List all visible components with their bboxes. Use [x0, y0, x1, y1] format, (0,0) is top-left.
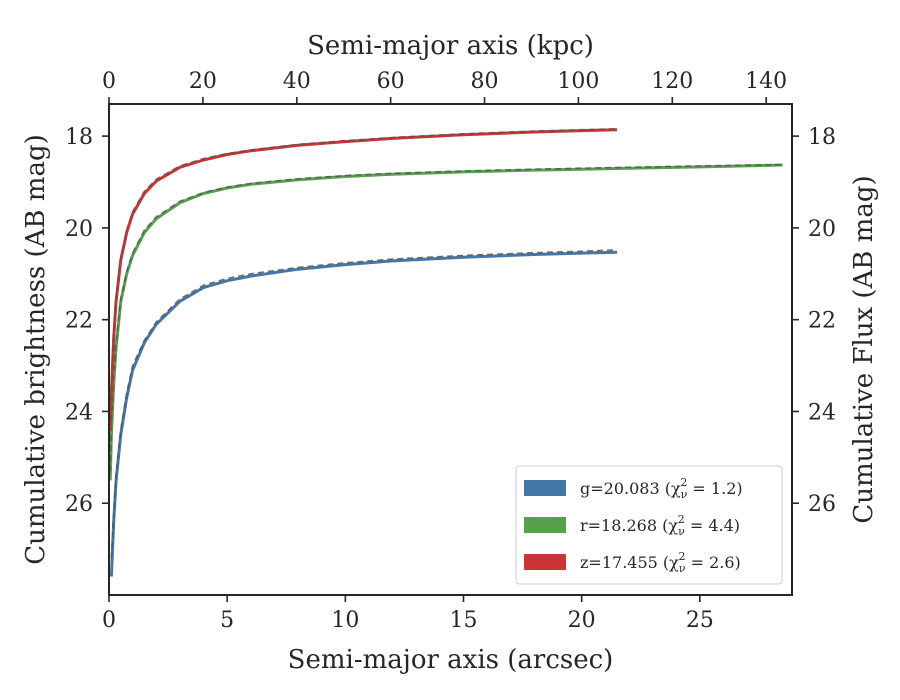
y2-tick-label: 20 [808, 217, 836, 242]
x-tick-label: 20 [568, 608, 596, 633]
x2-tick-label: 120 [651, 69, 693, 94]
series-r-line [108, 163, 783, 481]
legend-swatch [524, 554, 566, 570]
series-layer [108, 128, 783, 577]
x2-axis-label: Semi-major axis (kpc) [307, 31, 594, 61]
y-tick-label: 18 [65, 125, 93, 150]
legend: g=20.083 (χν2 = 1.2) r=18.268 (χν2 = 4.4)… [515, 465, 783, 585]
x-tick-label: 5 [220, 608, 234, 633]
y2-tick-label: 24 [808, 400, 836, 425]
x2-tick-label: 40 [283, 69, 311, 94]
y2-axis-label: Cumulative Flux (AB mag) [849, 175, 879, 523]
x2-tick-label: 20 [189, 69, 217, 94]
x2-tick-label: 60 [377, 69, 405, 94]
legend-box [515, 465, 783, 585]
ticks-layer: 0 5 10 15 20 25 0 20 40 60 80 100 120 140 18 18 20 20 22 22… [65, 69, 836, 633]
x-tick-label: 15 [449, 608, 477, 633]
series-z-line [108, 128, 618, 430]
series-z-model-line [109, 128, 618, 421]
x2-tick-label: 0 [102, 69, 116, 94]
x-tick-label: 25 [686, 608, 714, 633]
x2-tick-label: 100 [557, 69, 599, 94]
x2-tick-label: 140 [745, 69, 787, 94]
plot-frame [108, 103, 793, 596]
legend-swatch [524, 517, 566, 533]
legend-label: g=20.083 (χν2 = 1.2) [580, 476, 743, 501]
x-axis-label: Semi-major axis (arcsec) [288, 645, 614, 675]
x-tick-label: 10 [331, 608, 359, 633]
y2-tick-label: 22 [808, 309, 836, 334]
y-tick-label: 26 [65, 492, 93, 517]
y2-tick-label: 26 [808, 492, 836, 517]
legend-label: z=17.455 (χν2 = 2.6) [580, 550, 741, 575]
y-tick-label: 22 [65, 309, 93, 334]
y-axis-label: Cumulative brightness (AB mag) [21, 134, 51, 565]
legend-swatch [524, 480, 566, 496]
y-tick-label: 20 [65, 217, 93, 242]
x-tick-label: 0 [102, 608, 116, 633]
legend-label: r=18.268 (χν2 = 4.4) [580, 513, 740, 538]
y2-tick-label: 18 [808, 125, 836, 150]
x2-tick-label: 80 [471, 69, 499, 94]
y-tick-label: 24 [65, 400, 93, 425]
series-g-model-line [110, 249, 618, 559]
series-r-model-line [109, 163, 783, 472]
